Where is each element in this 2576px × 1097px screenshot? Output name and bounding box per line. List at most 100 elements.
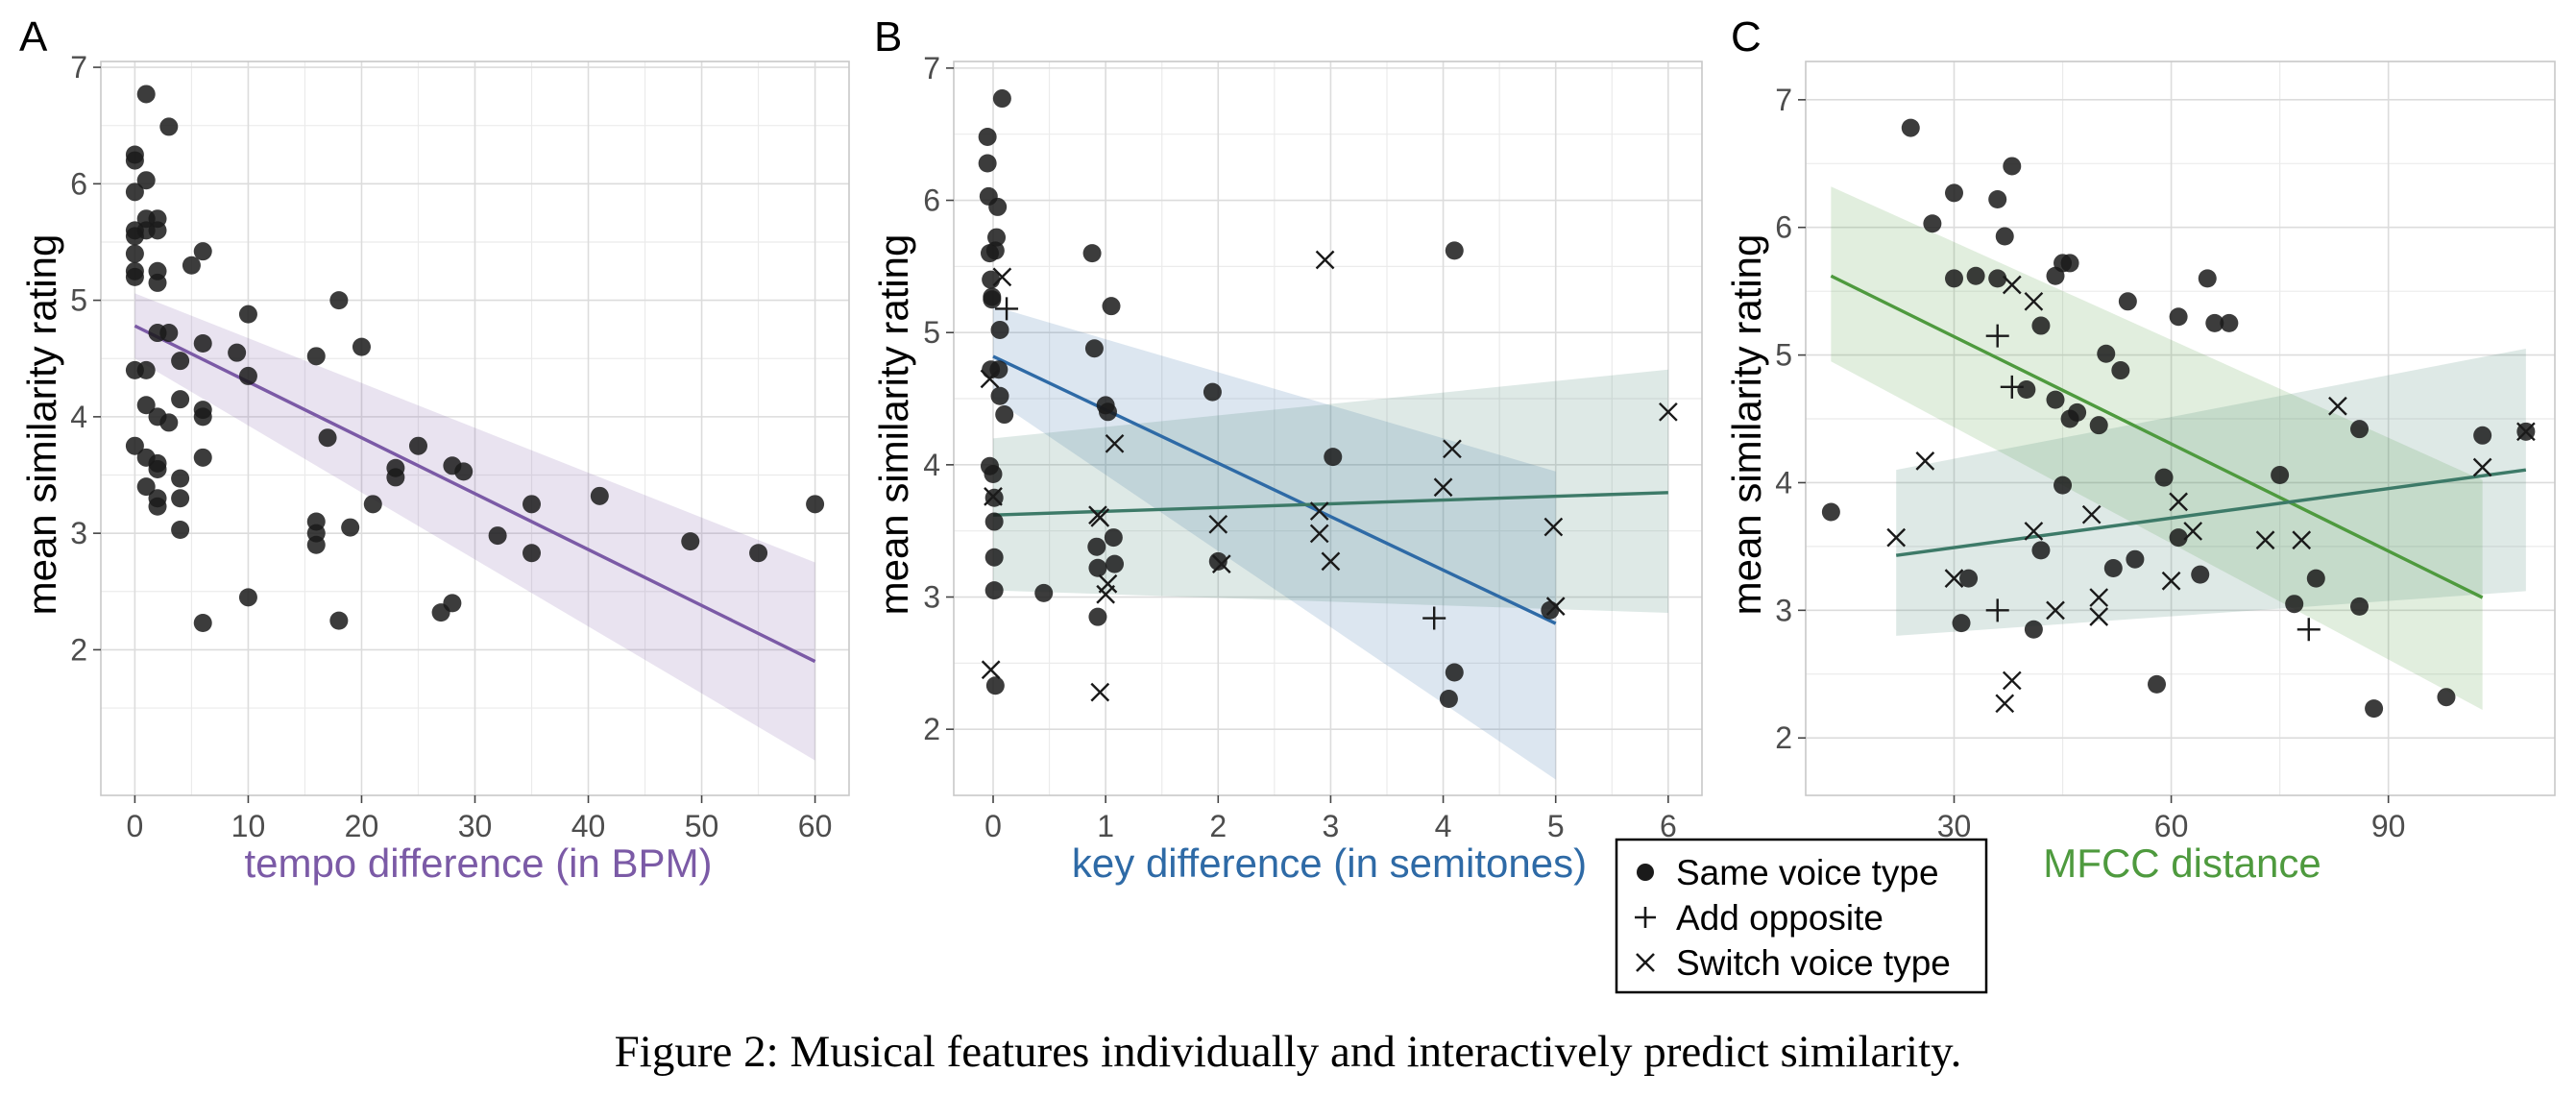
panel-b-point-x [1208, 514, 1228, 534]
panel-b: B 0 1 2 3 4 5 6 2 3 4 5 6 7 mean similarity rating k… [871, 13, 1703, 886]
panel-a-letter: A [19, 13, 48, 61]
panel-b-point-circle [1098, 402, 1117, 422]
panel-b-xlabel: key difference (in semitones) [1072, 841, 1587, 886]
panel-a-point-circle [182, 256, 201, 275]
panel-c-point-x [2002, 275, 2022, 295]
panel-a-plot: 0 10 20 30 40 50 60 2 3 4 5 6 7 [70, 50, 850, 843]
panel-c-point-x [1944, 569, 1964, 588]
panel-a-point-circle [681, 532, 700, 551]
panel-c-point-circle [1995, 227, 2014, 246]
panel-a-point-circle [352, 337, 371, 356]
panel-c-point-circle [2060, 254, 2079, 273]
panel-b-point-circle [1203, 382, 1222, 402]
panel-c-point-circle [1988, 189, 2007, 208]
panel-a-point-circle [522, 495, 542, 514]
panel-c-point-circle [2285, 595, 2304, 614]
panel-c-point-circle [1821, 502, 1840, 522]
panel-b-point-x [984, 487, 1003, 506]
panel-a-ytick-label: 4 [70, 400, 87, 434]
panel-a-point-circle [171, 489, 190, 508]
panel-c-point-circle [2003, 157, 2022, 176]
panel-c-letter: C [1731, 13, 1762, 61]
panel-c-xtick-label: 90 [2371, 809, 2406, 843]
panel-b-point-circle [1104, 528, 1123, 548]
panel-c-point-circle [2097, 344, 2116, 363]
panel-c-ytick-label: 2 [1775, 720, 1792, 755]
panel-c-point-x [2089, 607, 2109, 626]
panel-c-point-circle [1923, 214, 1942, 233]
panel-c-point-circle [1944, 183, 1963, 203]
panel-a-point-circle [148, 221, 167, 240]
panel-a-point-circle [125, 436, 144, 455]
panel-a-xtick-label: 30 [458, 809, 493, 843]
panel-c-point-x [2328, 396, 2347, 416]
panel-c-point-circle [2169, 528, 2188, 548]
legend-marker-x [1636, 953, 1655, 972]
panel-b-point-x [1090, 682, 1110, 702]
panel-c-point-x [1995, 694, 2015, 714]
panel-c-point-circle [2154, 468, 2174, 487]
panel-a-point-circle [228, 343, 247, 362]
panel-c-point-x [2024, 522, 2044, 541]
panel-a-point-circle [238, 305, 257, 324]
panel-a-point-circle [329, 611, 349, 630]
panel-b-point-x [1321, 551, 1341, 572]
panel-b-ytick-label: 2 [923, 712, 940, 746]
panel-c-point-circle [2126, 549, 2145, 569]
panel-b-point-x [1309, 501, 1329, 521]
panel-b-point-circle [995, 405, 1014, 425]
panel-c-point-x [2046, 600, 2065, 621]
panel-b-ytick-label: 4 [923, 448, 940, 482]
panel-a-point-circle [193, 448, 212, 467]
panel-c-fit-line-1 [1895, 468, 2527, 557]
panel-c-point-circle [2111, 361, 2130, 380]
panel-a-point-circle [590, 486, 609, 505]
panel-b-xtick-label: 5 [1547, 809, 1565, 843]
panel-a-ylabel: mean similarity rating [19, 234, 64, 616]
panel-b-point-circle [985, 676, 1005, 695]
panel-c-point-x [2255, 530, 2275, 550]
panel-b-point-x [1309, 524, 1329, 544]
panel-b-point-x [1443, 439, 1462, 459]
panel-b-point-x [1105, 433, 1125, 453]
panel-a-point-circle [125, 267, 144, 286]
panel-b-ytick-label: 6 [923, 183, 940, 218]
panel-b-point-x [1090, 508, 1110, 527]
panel-a-ytick-label: 7 [70, 50, 87, 85]
panel-a-point-circle [408, 436, 427, 455]
legend-label-switch: Switch voice type [1676, 943, 1951, 983]
legend-marker-plus [1635, 907, 1656, 928]
panel-b-point-circle [984, 512, 1004, 531]
panel-b-point-x [1659, 402, 1678, 422]
panel-a-point-circle [193, 242, 212, 261]
panel-b-point-circle [983, 290, 1002, 309]
panel-b-point-plus [995, 297, 1019, 321]
panel-b-fit-line-0 [992, 354, 1557, 625]
panel-c-xtick-label: 60 [2154, 809, 2189, 843]
panel-b-point-circle [1445, 241, 1464, 260]
panel-c-point-circle [2350, 420, 2369, 439]
panel-a-xtick-label: 0 [127, 809, 144, 843]
panel-c-point-x [2169, 492, 2188, 512]
panel-a-point-circle [136, 477, 156, 497]
panel-b-point-x [992, 267, 1012, 287]
panel-c-point-circle [2169, 307, 2188, 327]
panel-a-point-circle [148, 273, 167, 292]
panel-a-point-circle [329, 291, 349, 310]
panel-c-fit-line-0 [1830, 274, 2484, 599]
panel-c-point-circle [1944, 269, 1963, 288]
panel-c-point-circle [1959, 569, 1979, 588]
panel-b-point-circle [1088, 558, 1107, 577]
panel-a-point-circle [125, 183, 144, 202]
panel-c-point-circle [1988, 269, 2007, 288]
panel-b-point-circle [1324, 448, 1343, 467]
panel-b-point-plus [1422, 606, 1446, 630]
panel-c-point-x [2081, 504, 2102, 524]
panel-b-plot: 0 1 2 3 4 5 6 2 3 4 5 6 7 [923, 51, 1703, 843]
panel-c-point-plus [1985, 324, 2009, 348]
panel-c: C 30 60 90 2 3 4 5 6 7 mean similarity rating MF… [1724, 13, 2556, 886]
panel-b-xtick-label: 3 [1323, 809, 1340, 843]
panel-a-xtick-label: 40 [571, 809, 606, 843]
panel-a-point-circle [749, 544, 768, 563]
panel-c-ytick-label: 4 [1775, 465, 1792, 500]
